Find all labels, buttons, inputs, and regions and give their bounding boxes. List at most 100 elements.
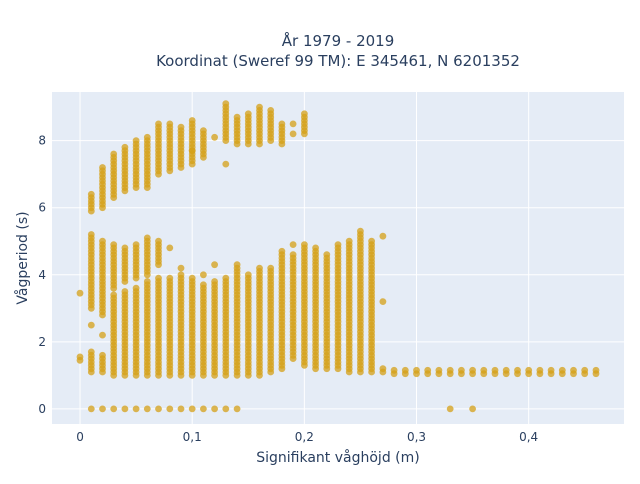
scatter-point <box>289 120 297 128</box>
scatter-point <box>76 353 84 361</box>
scatter-point <box>110 150 118 158</box>
scatter-point <box>570 366 577 374</box>
y-axis-label: Vågperiod (s) <box>14 211 31 304</box>
scatter-point <box>155 237 162 245</box>
scatter-point <box>132 405 140 413</box>
scatter-point <box>188 274 196 282</box>
scatter-point <box>177 271 185 279</box>
scatter-point <box>143 405 151 413</box>
scatter-point <box>469 405 476 413</box>
x-tick-label: 0 <box>76 430 84 444</box>
scatter-point <box>188 405 196 413</box>
scatter-point <box>446 366 454 374</box>
scatter-point <box>267 107 275 114</box>
scatter-point <box>401 366 409 374</box>
scatter-point <box>379 232 387 240</box>
scatter-point <box>211 261 219 269</box>
scatter-point <box>87 405 95 413</box>
chart-title-line2: Koordinat (Sweref 99 TM): E 345461, N 62… <box>156 52 520 70</box>
scatter-point <box>289 130 297 138</box>
scatter-point <box>87 321 95 329</box>
scatter-point <box>334 241 342 249</box>
scatter-point <box>87 348 95 356</box>
scatter-point <box>244 271 252 279</box>
y-axis-ticks: 0 2 4 6 8 <box>38 134 46 416</box>
scatter-point <box>121 288 129 295</box>
scatter-point <box>278 247 286 255</box>
x-axis-label: Signifikant våghöjd (m) <box>256 449 419 466</box>
scatter-point <box>155 120 162 128</box>
x-tick-label: 0,4 <box>519 430 538 444</box>
scatter-point <box>211 278 219 285</box>
x-axis-ticks: 0 0,1 0,2 0,3 0,4 <box>76 430 538 444</box>
scatter-point <box>200 281 207 289</box>
scatter-point <box>166 274 174 282</box>
scatter-point <box>99 237 106 245</box>
scatter-point <box>233 113 241 121</box>
scatter-point <box>368 237 375 245</box>
scatter-point <box>458 366 465 374</box>
scatter-point <box>99 351 106 359</box>
scatter-point <box>166 405 174 413</box>
scatter-point <box>188 147 196 155</box>
scatter-point <box>581 366 589 374</box>
scatter-point <box>446 405 454 413</box>
scatter-point <box>166 244 174 252</box>
scatter-point <box>143 278 151 285</box>
y-tick-label: 6 <box>38 201 46 215</box>
scatter-point <box>110 405 118 413</box>
scatter-point <box>256 103 263 111</box>
scatter-point <box>413 366 420 374</box>
scatter-point <box>379 365 387 373</box>
scatter-point <box>514 366 521 374</box>
scatter-point <box>312 244 319 252</box>
scatter-point <box>289 241 297 249</box>
scatter-point <box>177 123 185 131</box>
chart-title-line1: År 1979 - 2019 <box>282 31 395 50</box>
scatter-point <box>480 366 488 374</box>
scatter-point <box>121 244 129 252</box>
scatter-point <box>200 127 207 134</box>
scatter-point <box>222 405 230 413</box>
scatter-point <box>345 237 353 245</box>
scatter-point <box>390 366 398 374</box>
scatter-point <box>188 117 196 124</box>
scatter-point <box>278 120 286 128</box>
scatter-point <box>177 264 185 272</box>
scatter-point <box>211 133 219 141</box>
scatter-point <box>110 291 118 299</box>
scatter-point <box>121 143 129 151</box>
scatter-point <box>357 227 364 235</box>
scatter-point <box>233 405 241 413</box>
scatter-point <box>301 110 308 118</box>
y-tick-label: 0 <box>38 402 46 416</box>
scatter-point <box>233 261 241 269</box>
scatter-point <box>143 234 151 242</box>
y-tick-label: 4 <box>38 268 46 282</box>
scatter-point <box>222 160 230 168</box>
data-points <box>76 100 600 413</box>
y-tick-label: 2 <box>38 335 46 349</box>
scatter-point <box>424 366 432 374</box>
scatter-point <box>99 405 106 413</box>
scatter-point <box>177 405 185 413</box>
scatter-point <box>87 231 95 238</box>
scatter-point <box>76 289 84 297</box>
scatter-point <box>99 331 106 339</box>
scatter-point <box>301 241 308 249</box>
scatter-point <box>211 405 219 413</box>
scatter-point <box>132 241 140 249</box>
scatter-point <box>132 137 140 145</box>
x-tick-label: 0,2 <box>295 430 314 444</box>
scatter-point <box>99 164 106 171</box>
scatter-point <box>469 366 476 374</box>
scatter-point <box>267 264 275 272</box>
scatter-point <box>222 100 230 108</box>
scatter-point <box>558 366 566 374</box>
scatter-point <box>87 190 95 198</box>
scatter-point <box>143 133 151 141</box>
scatter-point <box>132 284 140 292</box>
scatter-point <box>110 241 118 249</box>
